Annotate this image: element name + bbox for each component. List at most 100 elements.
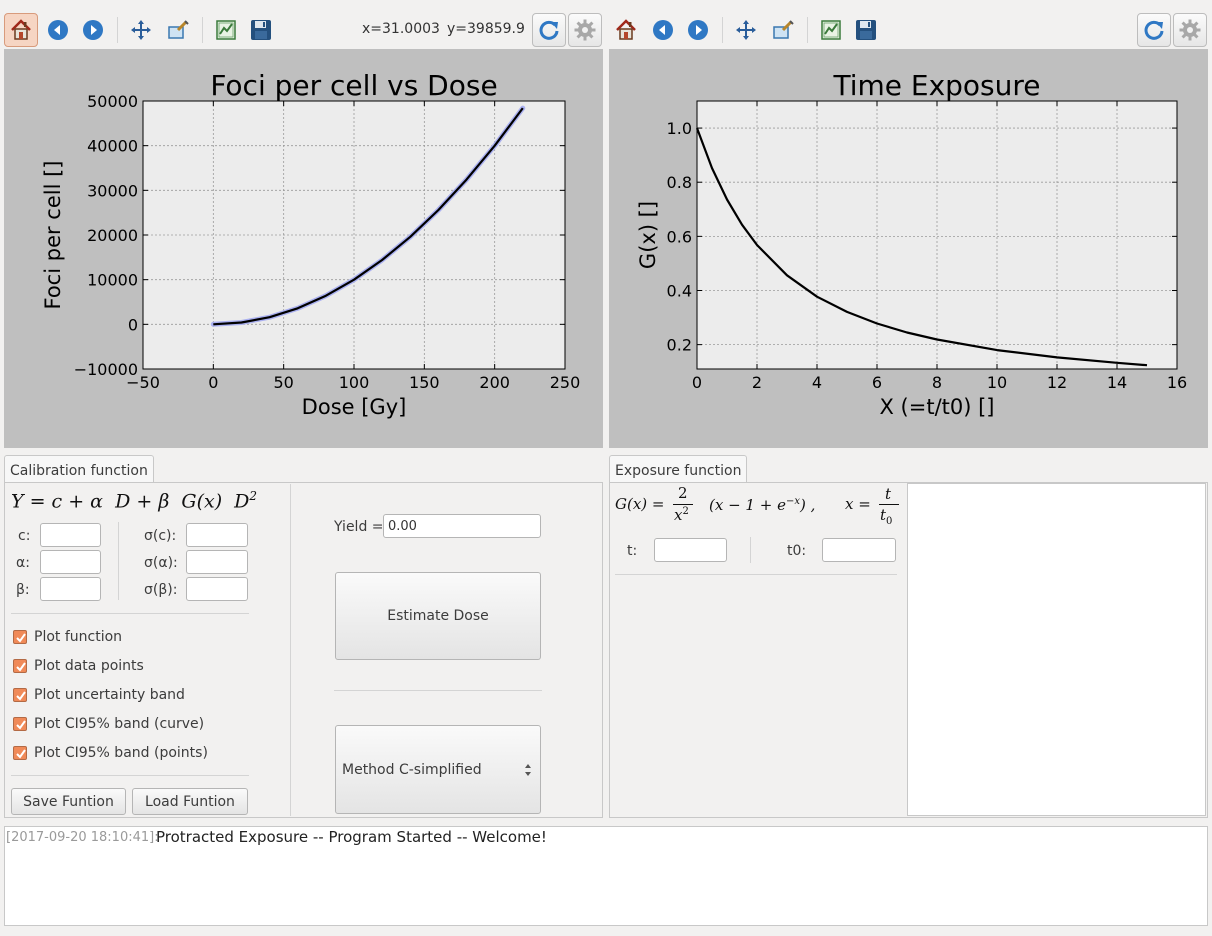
method-separator [334, 690, 542, 691]
x-tick-label: 2 [752, 373, 762, 392]
select-arrows-icon [524, 762, 532, 782]
x-tick-label: 10 [987, 373, 1007, 392]
sigma-alpha-input[interactable] [186, 550, 248, 574]
calibration-formula: Y = c + α D + β G(x) D2 [11, 489, 258, 513]
y-tick-label: 0.6 [667, 227, 692, 246]
log-message: Protracted Exposure -- Program Started -… [156, 828, 547, 846]
sigma-c-label: σ(c): [144, 528, 177, 544]
tab-exposure-function[interactable]: Exposure function [609, 455, 748, 483]
exposure-input-separator [750, 537, 751, 563]
forward-arrow-icon[interactable] [76, 13, 110, 47]
plot-ci95-curve-label: Plot CI95% band (curve) [34, 716, 205, 732]
configure-subplots-icon[interactable] [814, 13, 848, 47]
x-tick-label: 200 [479, 373, 510, 392]
y-axis-label: G(x) [] [636, 201, 660, 269]
sigma-beta-label: σ(β): [144, 582, 178, 598]
estimate-dose-button[interactable]: Estimate Dose [335, 572, 541, 660]
log-console[interactable]: [2017-09-20 18:10:41]: Protracted Exposu… [4, 826, 1208, 926]
refresh-icon[interactable] [1137, 13, 1171, 47]
y-tick-label: 10000 [87, 271, 138, 290]
x-tick-label: 6 [872, 373, 882, 392]
forward-arrow-icon[interactable] [681, 13, 715, 47]
plot-function-checkbox[interactable] [13, 630, 27, 644]
x-tick-label: 16 [1167, 373, 1187, 392]
beta-label: β: [16, 582, 30, 598]
exposure-chart[interactable]: 0 2 4 6 8 10 12 14 16 0.2 0.4 0.6 0.8 1.0 Time Exposur… [609, 49, 1208, 448]
tab-calibration-function[interactable]: Calibration function [4, 455, 154, 483]
calibration-column-separator [290, 484, 291, 816]
exposure-plot-panel[interactable]: 0 2 4 6 8 10 12 14 16 0.2 0.4 0.6 0.8 1.0 Time Exposur… [609, 49, 1208, 448]
method-select-value: Method C-simplified [342, 761, 482, 778]
x-tick-label: 250 [550, 373, 581, 392]
save-function-button[interactable]: Save Funtion [11, 788, 126, 815]
options-separator [11, 613, 249, 614]
y-tick-label: 0 [128, 315, 138, 334]
configure-subplots-icon[interactable] [209, 13, 243, 47]
plot-function-label: Plot function [34, 629, 123, 645]
toolbar-separator [722, 17, 723, 43]
x-tick-label: 4 [812, 373, 822, 392]
sigma-c-input[interactable] [186, 523, 248, 547]
yield-label: Yield = [334, 519, 384, 535]
plot-ci95-curve-checkbox[interactable] [13, 717, 27, 731]
sigma-beta-input[interactable] [186, 577, 248, 601]
x-tick-label: −50 [126, 373, 160, 392]
plot-ci95-points-checkbox[interactable] [13, 746, 27, 760]
back-arrow-icon[interactable] [646, 13, 680, 47]
y-tick-label: 1.0 [667, 119, 692, 138]
plot-uncertainty-band-label: Plot uncertainty band [34, 687, 185, 703]
gear-icon[interactable] [1173, 13, 1207, 47]
coordinate-y-readout: y=39859.9 [447, 21, 525, 37]
buttons-separator [11, 775, 249, 776]
beta-input[interactable] [40, 577, 101, 601]
pan-icon[interactable] [124, 13, 158, 47]
dose-plot-panel[interactable]: −50 0 50 100 150 200 250 −10000 0 10000 20000 30000… [4, 49, 603, 448]
method-select[interactable]: Method C-simplified [335, 725, 541, 814]
x-tick-label: 8 [932, 373, 942, 392]
t-label: t: [627, 543, 638, 559]
load-function-button[interactable]: Load Funtion [132, 788, 248, 815]
series-line [213, 107, 524, 326]
dose-chart[interactable]: −50 0 50 100 150 200 250 −10000 0 10000 20000 30000… [4, 49, 603, 448]
c-input[interactable] [40, 523, 101, 547]
series-line [695, 127, 1148, 367]
log-timestamp: [2017-09-20 18:10:41]: [6, 830, 159, 845]
c-label: c: [18, 528, 31, 544]
t0-input[interactable] [822, 538, 896, 562]
t0-label: t0: [787, 543, 807, 559]
y-tick-label: 0.8 [667, 173, 692, 192]
toolbar-separator [117, 17, 118, 43]
chart-title: Time Exposure [832, 69, 1040, 102]
zoom-icon[interactable] [766, 13, 800, 47]
alpha-input[interactable] [40, 550, 101, 574]
t-input[interactable] [654, 538, 727, 562]
x-tick-label: 0 [208, 373, 218, 392]
plot-data-points-checkbox[interactable] [13, 659, 27, 673]
x-tick-label: 12 [1047, 373, 1067, 392]
zoom-icon[interactable] [161, 13, 195, 47]
x-tick-label: 100 [339, 373, 370, 392]
refresh-icon[interactable] [532, 13, 566, 47]
toolbar-separator [202, 17, 203, 43]
exposure-output-area[interactable] [907, 483, 1206, 816]
y-tick-label: −10000 [74, 360, 138, 379]
save-icon[interactable] [244, 13, 278, 47]
y-tick-label: 50000 [87, 92, 138, 111]
y-tick-label: 0.2 [667, 336, 692, 355]
back-arrow-icon[interactable] [41, 13, 75, 47]
chart-title: Foci per cell vs Dose [210, 69, 497, 102]
save-icon[interactable] [849, 13, 883, 47]
x-tick-label: 0 [692, 373, 702, 392]
pan-icon[interactable] [729, 13, 763, 47]
y-tick-label: 0.4 [667, 281, 692, 300]
home-icon[interactable] [4, 13, 38, 47]
home-icon[interactable] [609, 13, 643, 47]
plot-uncertainty-band-checkbox[interactable] [13, 688, 27, 702]
toolbar-separator [807, 17, 808, 43]
y-tick-label: 30000 [87, 181, 138, 200]
gear-icon[interactable] [568, 13, 602, 47]
x-axis-label: X (=t/t0) [] [879, 395, 994, 419]
yield-input[interactable] [383, 514, 541, 538]
x-tick-label: 50 [273, 373, 293, 392]
params-separator [118, 522, 119, 600]
